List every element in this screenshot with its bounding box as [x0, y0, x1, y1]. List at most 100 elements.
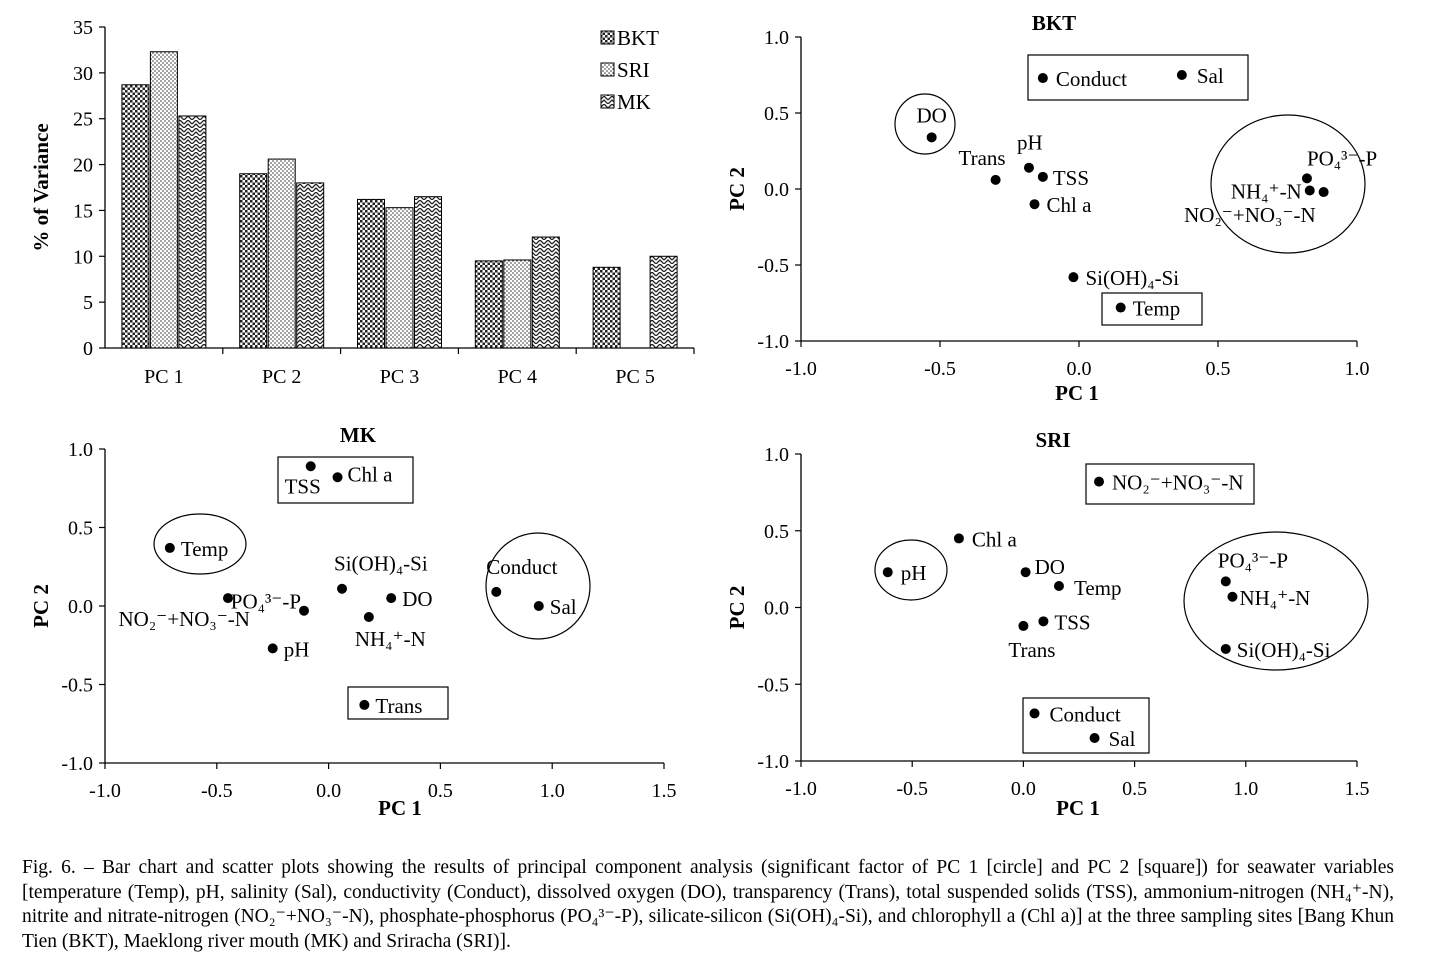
pc2-group-square — [1022, 697, 1150, 754]
point-label-trans: Trans — [375, 694, 422, 718]
point-label-si-oh-si: Si(OH)₄-Si — [1085, 266, 1179, 290]
point-label-ph: pH — [1017, 131, 1043, 155]
point-label-sal: Sal — [1197, 64, 1224, 88]
point-label-trans: Trans — [1008, 638, 1055, 662]
point-po-p — [1301, 173, 1312, 184]
point-po-p — [1220, 576, 1231, 587]
pc2-group-square — [277, 456, 414, 504]
point-label-si-oh-si: Si(OH)₄-Si — [334, 552, 428, 576]
legend-label-sri: SRI — [617, 58, 650, 82]
y-tick-label: 0.5 — [68, 518, 93, 540]
bar-mk-pc-2 — [296, 182, 325, 349]
point-label-nh-n: NH₄⁺-N — [355, 627, 426, 651]
point-label-do: DO — [1035, 555, 1065, 579]
pc1-group-circle — [1210, 114, 1366, 254]
x-tick-label: -1.0 — [785, 778, 817, 800]
point-label-conduct: Conduct — [486, 555, 557, 579]
y-tick-label: 30 — [73, 63, 93, 85]
bar-sri-pc-4 — [503, 259, 532, 349]
x-tick-label: 0.5 — [1122, 778, 1147, 800]
legend-label-mk: MK — [617, 90, 651, 114]
pc2-group-square — [1101, 292, 1203, 326]
bar-mk-pc-1 — [178, 115, 207, 349]
y-tick-label: -1.0 — [757, 331, 789, 353]
point-ph — [882, 567, 893, 578]
scatter-mk: -1.0 -0.5 0.0 0.5 1.0 -1.0 -0.5 0.0 0.5 1.0 1.5 MK P… — [29, 423, 677, 820]
point-label-nh-n: NH₄⁺-N — [1231, 180, 1302, 204]
point-label-po-p: PO₄³⁻-P — [231, 590, 301, 614]
y-tick-label: 35 — [73, 17, 93, 39]
pc2-group-square — [347, 686, 449, 720]
legend-swatch-sri — [600, 62, 615, 77]
x-tick-label: -0.5 — [201, 780, 233, 802]
point-tss — [1038, 616, 1049, 627]
point-label-no-no-n: NO₂⁻+NO₃⁻-N — [1112, 471, 1243, 495]
point-no-no-n — [1094, 476, 1105, 487]
x-tick-label: -0.5 — [896, 778, 928, 800]
bar-sri-pc-1 — [149, 51, 178, 349]
x-tick-label: 1.5 — [652, 780, 677, 802]
point-ph — [267, 643, 278, 654]
point-sal — [1089, 732, 1100, 743]
bar-mk-pc-4 — [531, 236, 560, 349]
y-tick-label: -1.0 — [61, 753, 93, 775]
bar-bkt-pc-2 — [239, 173, 268, 349]
x-tick-label: 1.0 — [1233, 778, 1258, 800]
point-label-no-no-n: NO₂⁻+NO₃⁻-N — [1184, 203, 1315, 227]
point-nh-n — [363, 611, 374, 622]
y-tick-label: -0.5 — [61, 675, 93, 697]
legend: BKT SRI MK — [600, 26, 659, 114]
x-tick-label: PC 1 — [144, 366, 183, 388]
x-tick-label: PC 2 — [262, 366, 301, 388]
point-do — [1020, 567, 1031, 578]
legend-swatch-mk — [600, 94, 615, 109]
point-do — [386, 593, 397, 604]
pc1-group-circle — [1183, 531, 1369, 671]
point-nh-n — [1304, 185, 1315, 196]
point-conduct — [1029, 708, 1040, 719]
point-chl-a — [1029, 199, 1040, 210]
x-tick-label: 0.5 — [1206, 358, 1231, 380]
point-label-po-p: PO₄³⁻-P — [1218, 548, 1288, 572]
point-label-chl-a: Chl a — [348, 462, 394, 486]
point-trans — [990, 174, 1001, 185]
x-tick-label: 1.0 — [540, 780, 565, 802]
point-label-sal: Sal — [550, 595, 577, 619]
point-label-do: DO — [916, 103, 946, 127]
scatter-bkt: -1.0 -0.5 0.0 0.5 1.0 -1.0 -0.5 0.0 0.5 1.0 BKT PC … — [725, 11, 1377, 405]
y-tick-label: 0.0 — [764, 598, 789, 620]
x-tick-label: -1.0 — [785, 358, 817, 380]
y-tick-label: -0.5 — [757, 255, 789, 277]
pc1-group-circle — [485, 532, 591, 640]
point-sal — [533, 601, 544, 611]
point-label-conduct: Conduct — [1056, 67, 1127, 91]
point-sal — [1176, 70, 1187, 80]
point-conduct — [1037, 73, 1048, 84]
bar-sri-pc-3 — [385, 207, 414, 349]
y-axis-label: PC 2 — [29, 584, 53, 628]
bar-bkt-pc-5 — [592, 266, 621, 349]
y-tick-label: -1.0 — [757, 751, 789, 773]
point-label-nh-n: NH₄⁺-N — [1239, 586, 1310, 610]
legend-label-bkt: BKT — [617, 26, 659, 50]
figure: 0 5 10 15 20 25 30 35 PC 1 PC 2 PC 3 PC 4 PC 5 % of V… — [29, 11, 1377, 820]
pc1-group-circle — [894, 93, 956, 155]
x-tick-label: 0.0 — [316, 780, 341, 802]
x-tick-label: 1.0 — [1345, 358, 1370, 380]
point-label-si-oh-si: Si(OH)₄-Si — [1237, 638, 1331, 662]
point-temp — [164, 542, 175, 553]
y-axis-label: PC 2 — [725, 167, 749, 211]
point-ph — [1023, 162, 1034, 173]
point-label-chl-a: Chl a — [1047, 193, 1093, 217]
point-si-oh-si — [1068, 272, 1079, 283]
point-nh-n — [1227, 591, 1238, 602]
point-temp — [1115, 302, 1126, 313]
point-label-temp: Temp — [1074, 576, 1122, 600]
y-tick-label: 0.0 — [764, 179, 789, 201]
point-po-p — [299, 605, 310, 616]
figure-caption: Fig. 6. – Bar chart and scatter plots sh… — [22, 857, 1394, 952]
point-si-oh-si — [337, 583, 348, 594]
y-tick-label: -0.5 — [757, 674, 789, 696]
y-tick-label: 0.5 — [764, 521, 789, 543]
bar-bkt-pc-3 — [357, 198, 385, 349]
